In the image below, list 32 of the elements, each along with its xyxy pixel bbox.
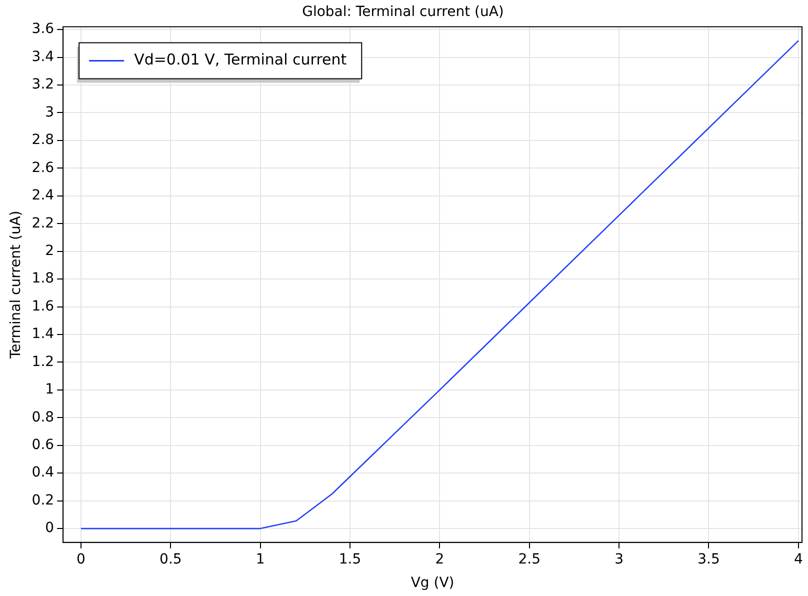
x-tick-label: 0.5: [160, 551, 182, 568]
x-tick-label: 3.5: [698, 551, 720, 568]
y-axis-title: Terminal current (uA): [8, 210, 24, 360]
x-tick-label: 2: [435, 551, 444, 568]
y-tick-label: 0: [45, 520, 54, 536]
x-tick-label: 1: [256, 551, 265, 568]
y-tick-label: 3.4: [32, 48, 54, 65]
y-tick-label: 1.4: [32, 326, 54, 342]
y-tick-label: 3: [45, 104, 54, 120]
y-tick-label: 3.2: [32, 76, 54, 93]
x-tick-label: 3: [614, 551, 624, 568]
chart-title: Global: Terminal current (uA): [302, 4, 504, 20]
y-tick-label: 0.6: [32, 437, 54, 454]
legend-label: Vd=0.01 V, Terminal current: [134, 50, 347, 69]
y-tick-label: 0.8: [32, 409, 54, 426]
y-tick-label: 2.8: [32, 132, 54, 148]
x-tick-label: 0: [76, 551, 86, 568]
x-tick-label: 4: [794, 551, 803, 568]
y-tick-label: 2.2: [32, 215, 54, 232]
y-tick-label: 1.8: [32, 270, 54, 287]
y-tick-label: 3.6: [32, 21, 54, 38]
y-tick-label: 2.4: [32, 188, 54, 204]
y-tick-label: 2: [45, 242, 54, 259]
x-tick-label: 1.5: [338, 551, 362, 568]
y-tick-label: 0.4: [32, 464, 54, 481]
x-axis-title: Vg (V): [410, 575, 454, 592]
y-tick-label: 0.2: [32, 492, 54, 508]
y-tick-label: 1: [45, 382, 54, 398]
y-tick-label: 1.2: [32, 354, 54, 370]
y-tick-label: 2.6: [32, 160, 54, 176]
y-tick-label: 1.6: [32, 298, 54, 314]
x-tick-label: 2.5: [518, 551, 541, 568]
